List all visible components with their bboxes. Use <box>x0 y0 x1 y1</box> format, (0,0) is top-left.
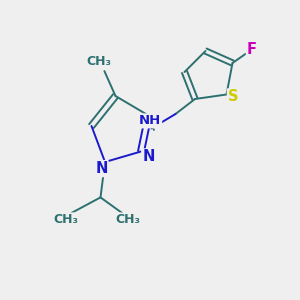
Text: F: F <box>247 42 257 57</box>
Text: NH: NH <box>139 114 161 128</box>
Text: N: N <box>95 161 108 176</box>
Text: CH₃: CH₃ <box>86 55 112 68</box>
Text: N: N <box>142 149 155 164</box>
Text: CH₃: CH₃ <box>115 213 140 226</box>
Text: CH₃: CH₃ <box>53 213 79 226</box>
Text: S: S <box>228 89 238 104</box>
